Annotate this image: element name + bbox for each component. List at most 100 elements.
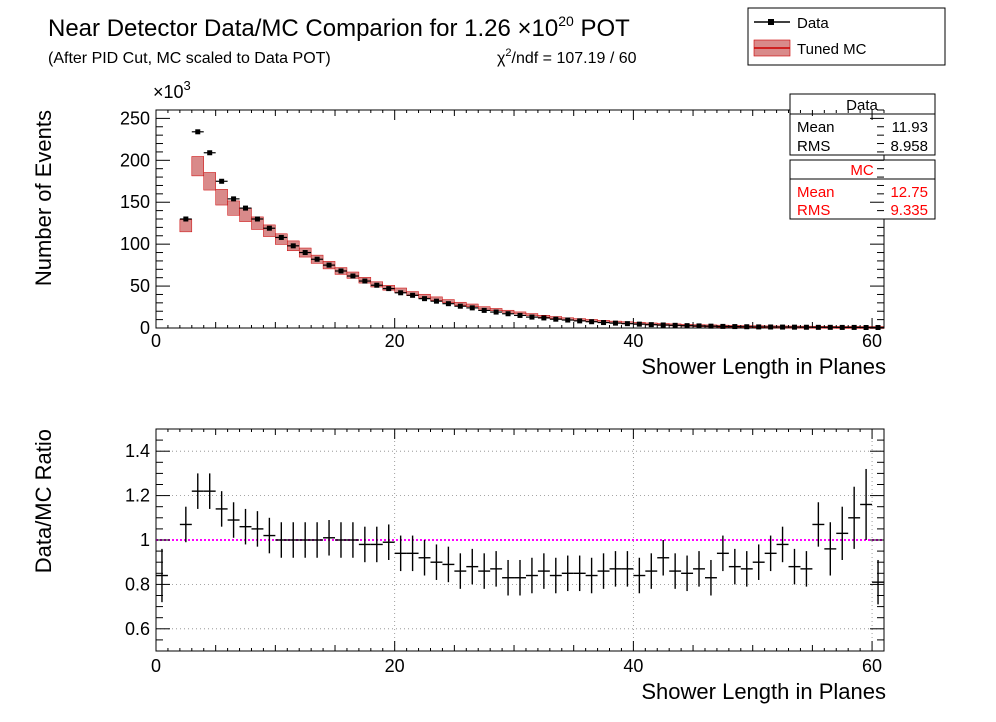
bottom-y-tick-label: 0.8 (125, 574, 150, 594)
data-point-marker (338, 268, 344, 274)
stats-mc-title: MC (850, 162, 873, 179)
data-point-marker (696, 323, 702, 329)
data-point-marker (565, 317, 571, 323)
data-point-marker (278, 234, 284, 240)
data-point-marker (386, 286, 392, 292)
data-point-marker (362, 278, 368, 284)
data-point-marker (505, 311, 511, 317)
stats-data-mean-value: 11.93 (892, 119, 928, 136)
top-x-tick-label: 60 (862, 331, 882, 351)
bottom-y-tick-label: 0.6 (125, 619, 150, 639)
data-point-marker (207, 150, 213, 156)
data-point-marker (433, 298, 439, 304)
data-point-marker (624, 321, 630, 327)
plot-subtitle: (After PID Cut, MC scaled to Data POT) (48, 50, 331, 67)
stats-mc-mean-label: Mean (797, 184, 835, 201)
data-point-marker (672, 322, 678, 328)
data-point-marker (732, 324, 738, 330)
top-y-tick-label: 50 (130, 276, 150, 296)
data-point-marker (553, 316, 559, 322)
bottom-x-tick-label: 60 (862, 656, 882, 676)
mc-band-box (215, 189, 228, 206)
data-point-marker (231, 196, 237, 202)
stats-data-rms-value: 8.958 (890, 138, 928, 155)
stats-mc-rms-label: RMS (797, 202, 830, 219)
mc-band-box (191, 156, 204, 177)
top-axes: 0 20 40 60 0 50 100 150 200 250 (120, 108, 885, 351)
data-point-marker (827, 324, 833, 330)
legend: Data Tuned MC (747, 7, 946, 66)
data-point-marker (254, 216, 260, 222)
legend-data-marker (768, 19, 774, 25)
data-point-marker (469, 305, 475, 311)
data-point-marker (791, 324, 797, 330)
data-point-marker (219, 178, 225, 184)
data-point-marker (780, 324, 786, 330)
bottom-y-tick-label: 1.2 (125, 486, 150, 506)
bottom-ratio-series (156, 468, 884, 605)
data-point-marker (684, 323, 690, 329)
data-point-marker (529, 314, 535, 320)
data-point-marker (851, 324, 857, 330)
data-point-marker (756, 324, 762, 330)
top-y-tick-label: 200 (120, 150, 150, 170)
top-y-tick-label: 100 (120, 234, 150, 254)
data-point-marker (481, 307, 487, 313)
data-point-marker (708, 323, 714, 329)
top-x-tick-label: 0 (151, 331, 161, 351)
top-y-axis-label: Number of Events (31, 110, 56, 286)
data-point-marker (720, 323, 726, 329)
data-point-marker (768, 324, 774, 330)
bottom-axes: 0 20 40 60 0.6 0.8 1 1.2 1.4 (125, 428, 885, 676)
chi2-label: χ2/ndf = 107.19 / 60 (497, 47, 637, 67)
bottom-y-axis-label: Data/MC Ratio (31, 429, 56, 573)
data-point-marker (541, 315, 547, 321)
mc-band-box (227, 200, 240, 216)
top-plot-frame (155, 109, 885, 329)
bottom-x-tick-label: 20 (385, 656, 405, 676)
stats-data-mean-label: Mean (797, 119, 835, 136)
top-x-axis-label: Shower Length in Planes (641, 354, 886, 379)
data-point-marker (839, 324, 845, 330)
stats-mc-mean-value: 12.75 (890, 184, 928, 201)
mc-band-box (203, 172, 216, 191)
data-point-marker (660, 322, 666, 328)
data-point-marker (326, 262, 332, 268)
data-point-marker (648, 322, 654, 328)
data-point-marker (183, 216, 189, 222)
data-point-marker (875, 324, 881, 330)
data-point-marker (577, 318, 583, 324)
data-point-marker (350, 273, 356, 279)
data-point-marker (243, 205, 249, 211)
bottom-y-tick-label: 1.4 (125, 441, 150, 461)
bottom-x-tick-label: 40 (623, 656, 643, 676)
data-point-marker (815, 324, 821, 330)
legend-data-label: Data (797, 15, 829, 32)
data-point-marker (195, 129, 201, 135)
top-y-tick-label: 250 (120, 108, 150, 128)
bottom-x-axis-label: Shower Length in Planes (641, 679, 886, 704)
data-point-marker (266, 225, 272, 231)
data-point-marker (744, 324, 750, 330)
data-point-marker (314, 256, 320, 262)
data-point-marker (493, 309, 499, 315)
y-multiplier: ×103 (153, 78, 191, 102)
data-point-marker (422, 296, 428, 302)
bottom-y-tick-label: 1 (140, 530, 150, 550)
data-point-marker (601, 320, 607, 326)
stats-mc-rms-value: 9.335 (890, 202, 928, 219)
plot-title: Near Detector Data/MC Comparion for 1.26… (48, 13, 630, 42)
top-data-series (179, 129, 884, 330)
data-point-marker (636, 321, 642, 327)
top-y-tick-label: 0 (140, 318, 150, 338)
mc-band-box (263, 224, 276, 237)
data-point-marker (398, 290, 404, 296)
data-point-marker (410, 292, 416, 298)
top-mc-series (179, 156, 885, 329)
data-point-marker (457, 303, 463, 309)
data-point-marker (863, 324, 869, 330)
data-point-marker (302, 250, 308, 256)
legend-mc-label: Tuned MC (797, 41, 867, 58)
data-point-marker (589, 319, 595, 325)
